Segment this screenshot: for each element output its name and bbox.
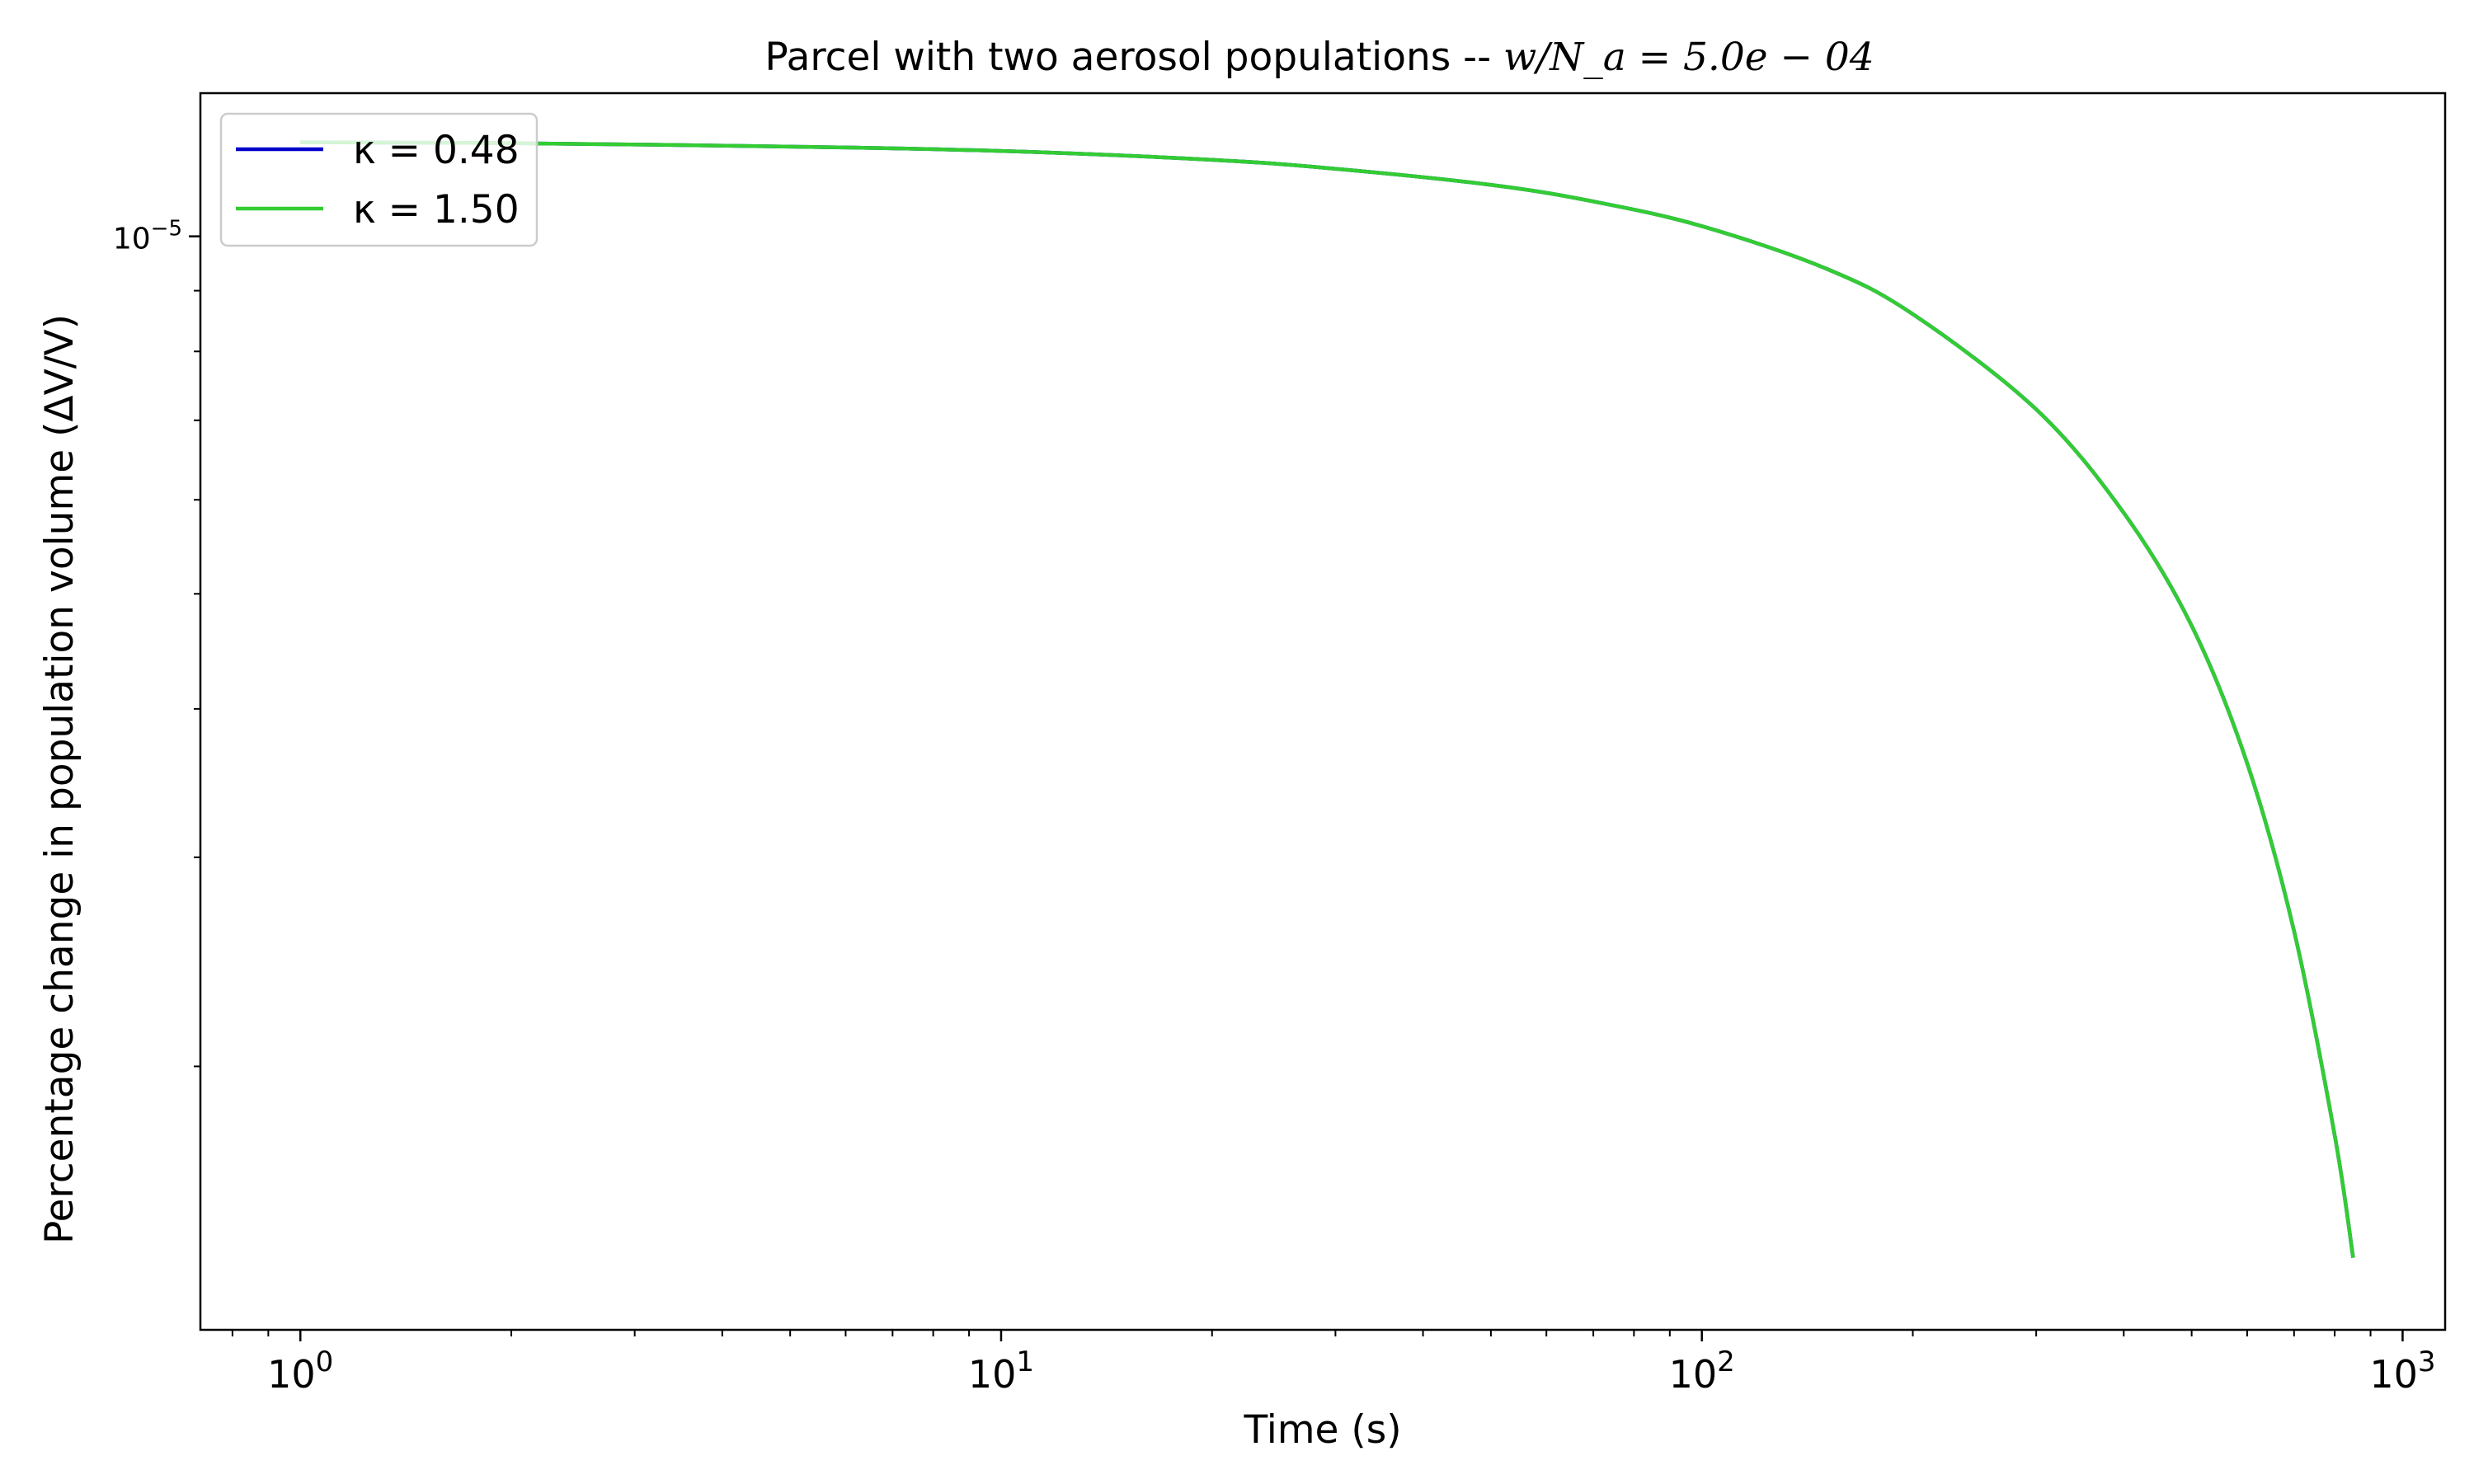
x-tick-label: 102: [1669, 1345, 1735, 1397]
legend-label-2: κ = 1.50: [353, 187, 520, 232]
x-axis-ticks: 100 101 102 103: [231, 1330, 2436, 1397]
legend: κ = 0.48 κ = 1.50: [219, 112, 539, 247]
series-line-2: [300, 140, 2355, 1258]
x-tick-label: 100: [267, 1345, 333, 1397]
x-tick-label: 103: [2369, 1345, 2435, 1397]
x-axis-label: Time (s): [1243, 1407, 1401, 1453]
x-tick-label: 101: [968, 1345, 1034, 1397]
y-axis-label: Percentage change in population volume (…: [37, 314, 82, 1244]
legend-items: κ = 0.48 κ = 1.50: [236, 128, 520, 232]
chart-title: Parcel with two aerosol populations -- w…: [764, 35, 1874, 80]
y-tick-label: 10−5: [113, 217, 182, 256]
y-axis-ticks: 10−5: [113, 217, 200, 1068]
plot-area: 100 101 102 103 10−5: [113, 92, 2447, 1397]
legend-label-1: κ = 0.48: [353, 128, 520, 173]
series-layer: [300, 140, 2355, 1258]
plot-frame: [199, 92, 2447, 1331]
legend-frame: [219, 112, 539, 247]
